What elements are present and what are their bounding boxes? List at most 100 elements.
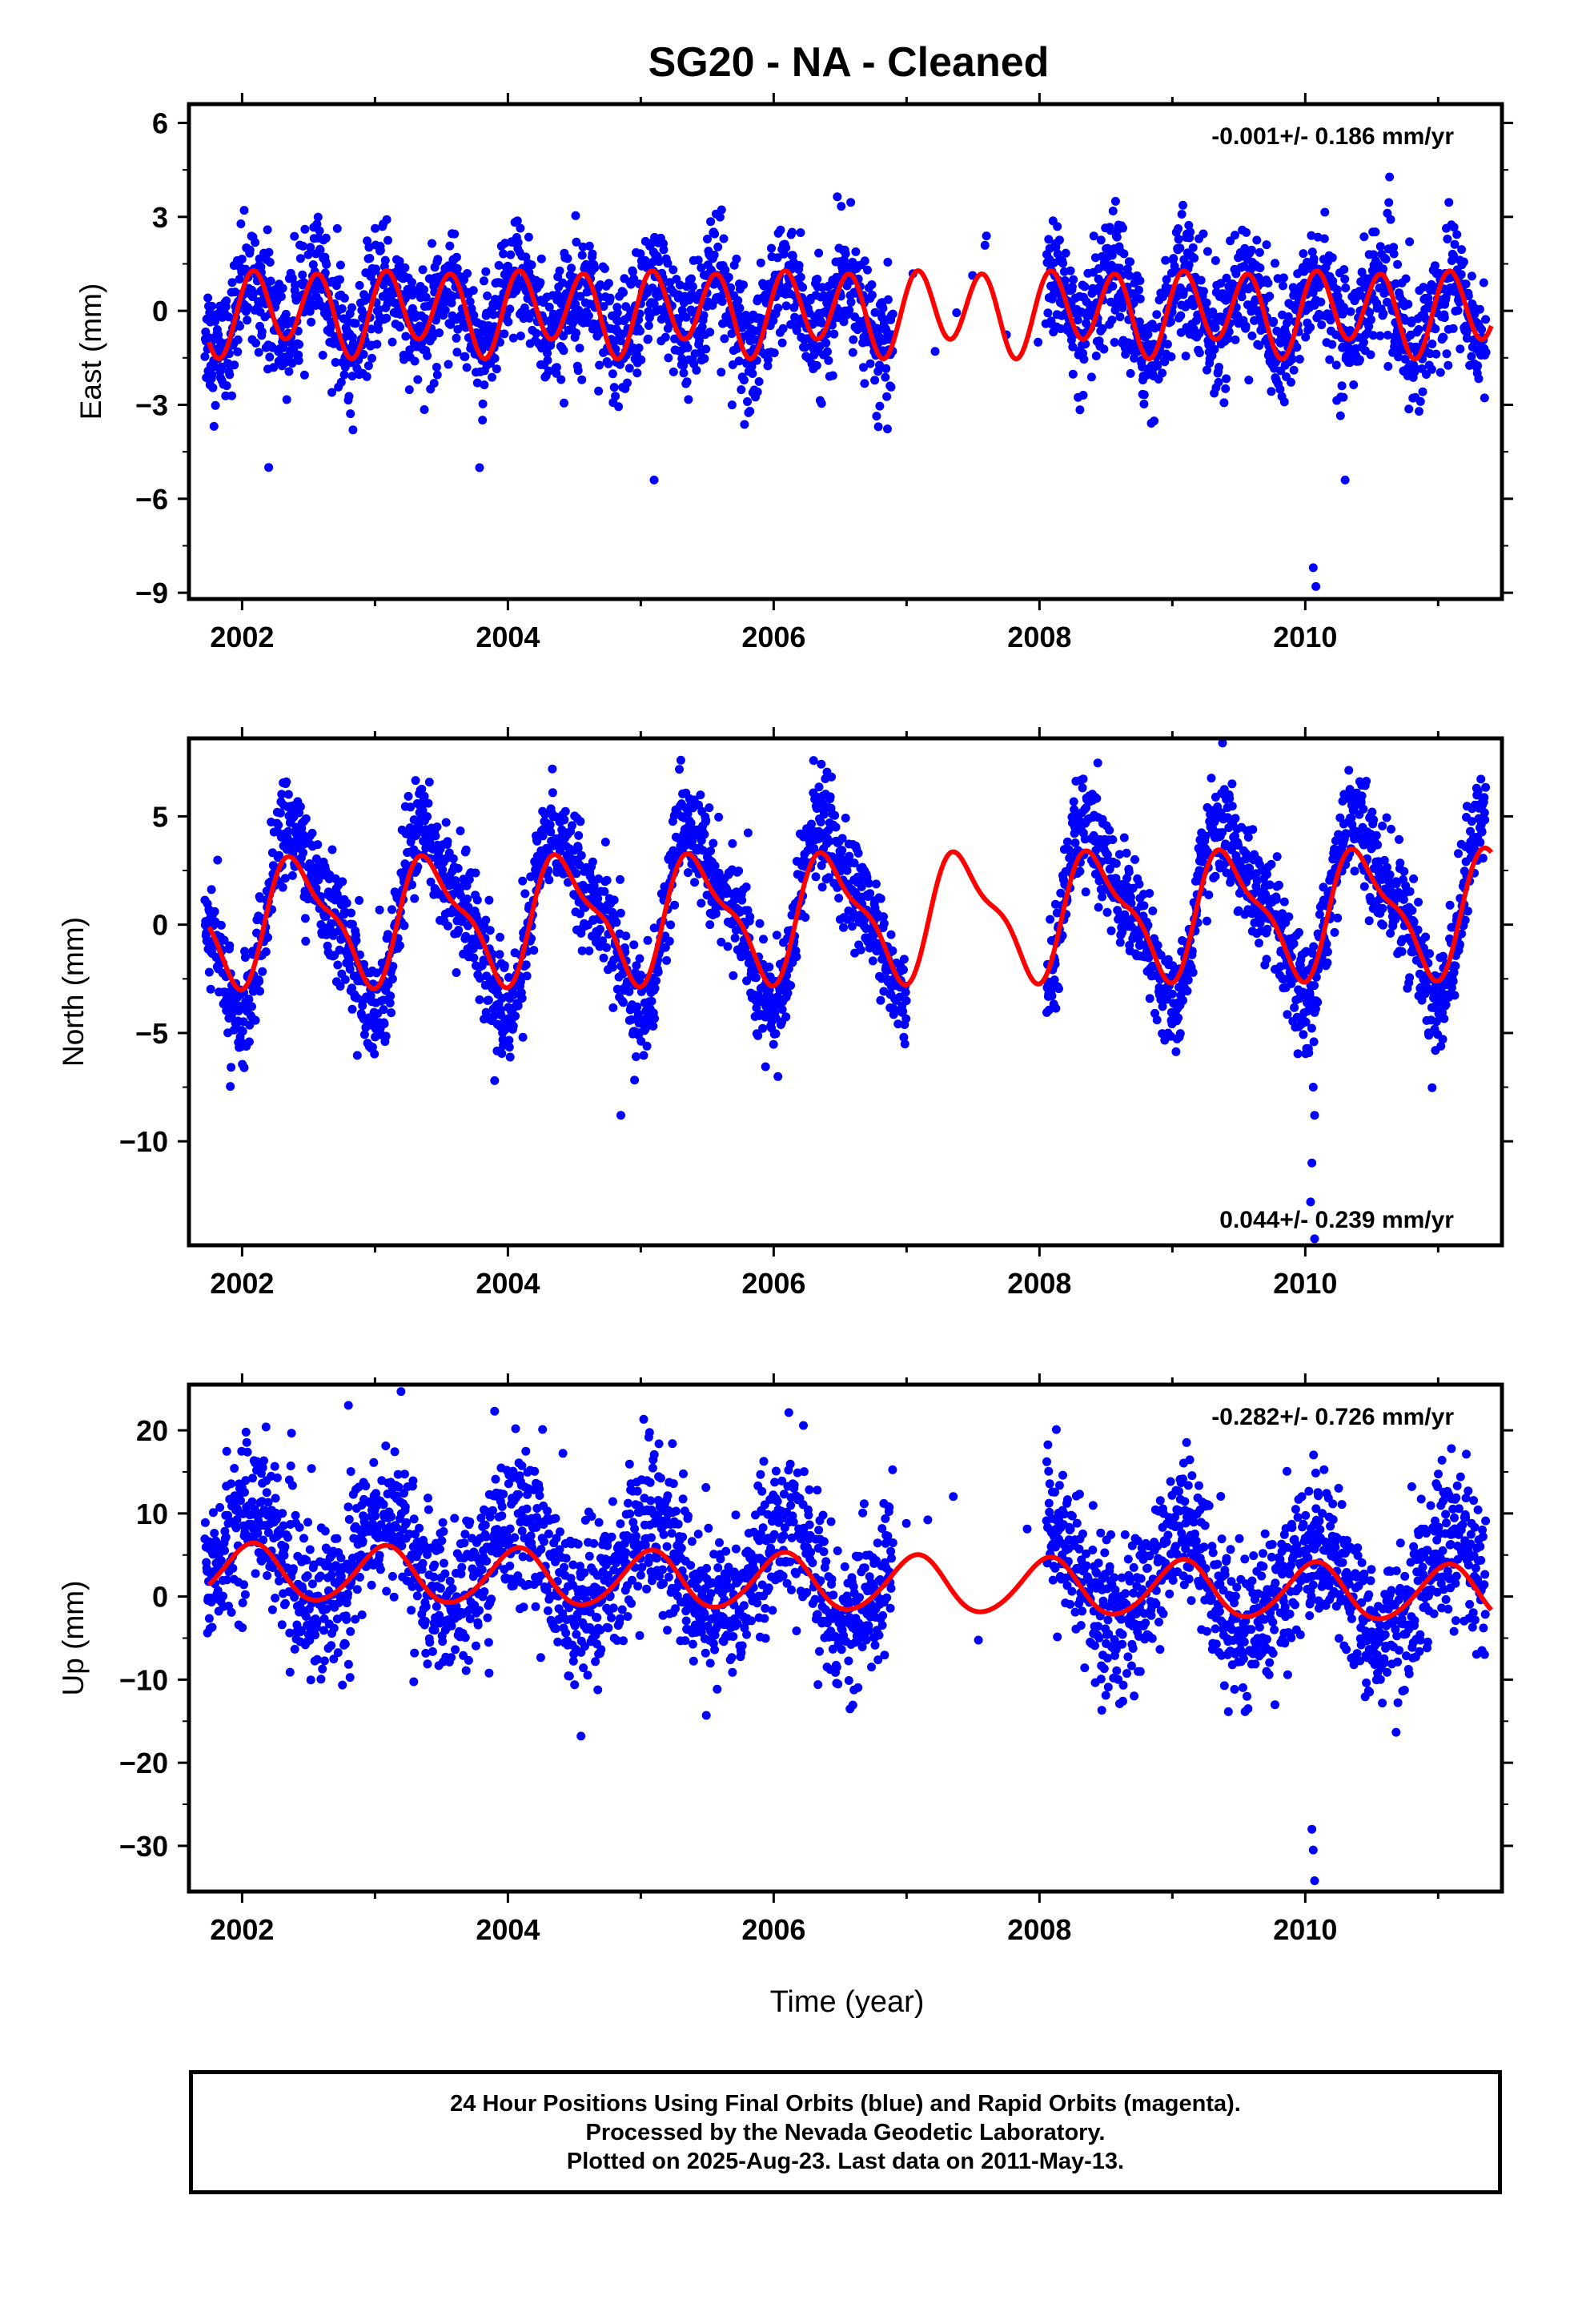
east-data-point <box>432 370 442 380</box>
east-data-point <box>1250 316 1259 325</box>
east-ytick-label: 6 <box>152 107 168 139</box>
east-data-point <box>413 375 423 384</box>
east-xtick-label: 2008 <box>1007 621 1071 653</box>
east-data-point <box>475 463 484 472</box>
north-data-point <box>670 900 680 910</box>
north-data-point <box>901 987 910 997</box>
north-data-point <box>817 883 827 892</box>
east-data-point <box>1279 273 1288 283</box>
east-data-point <box>624 364 634 373</box>
east-data-point <box>848 348 857 357</box>
north-data-point <box>1188 967 1198 977</box>
north-data-point <box>662 955 672 965</box>
east-data-point <box>697 263 706 272</box>
east-data-point <box>1389 249 1399 259</box>
east-data-point <box>588 249 597 259</box>
east-data-point <box>573 366 583 376</box>
north-data-point <box>560 806 570 816</box>
east-data-point <box>881 372 890 382</box>
east-data-point <box>1096 235 1106 245</box>
north-data-point <box>753 1031 763 1040</box>
east-data-point <box>1368 331 1378 340</box>
east-data-point <box>1265 292 1275 301</box>
east-data-point <box>336 377 346 387</box>
north-data-point <box>811 872 821 882</box>
north-data-point <box>1111 858 1121 868</box>
east-data-point <box>1252 235 1262 245</box>
north-data-point <box>837 846 847 855</box>
east-data-point <box>294 356 303 365</box>
east-data-point <box>230 360 239 370</box>
north-data-point <box>1171 1047 1181 1056</box>
north-data-point <box>608 1003 618 1012</box>
east-data-point <box>763 361 773 371</box>
east-xtick-label: 2002 <box>210 621 274 653</box>
east-data-point <box>1263 279 1273 287</box>
east-data-point <box>488 372 496 382</box>
east-data-point <box>1231 231 1239 240</box>
east-data-point <box>1411 364 1419 373</box>
east-data-point <box>321 233 331 243</box>
east-data-point <box>1393 259 1403 269</box>
east-data-point <box>254 348 263 357</box>
east-data-point <box>1166 317 1175 327</box>
north-data-point <box>602 943 612 952</box>
east-data-point <box>675 280 685 290</box>
east-data-point <box>735 304 745 313</box>
north-observations <box>200 738 1491 1244</box>
east-data-point <box>709 250 719 259</box>
east-data-point <box>558 278 568 287</box>
north-data-point <box>648 1021 658 1031</box>
north-data-point <box>709 838 718 848</box>
east-data-point <box>1134 285 1143 295</box>
north-data-point <box>300 914 310 923</box>
north-data-point <box>1075 866 1085 876</box>
east-data-point <box>619 287 628 297</box>
east-data-point <box>1431 324 1440 334</box>
east-data-point <box>578 242 588 251</box>
east-data-point <box>693 255 703 265</box>
north-data-point <box>1069 797 1078 806</box>
east-data-point <box>801 343 810 352</box>
east-data-point <box>290 231 299 241</box>
north-data-point <box>261 947 271 956</box>
north-data-point <box>400 921 409 931</box>
east-data-point <box>1359 338 1368 347</box>
east-data-point <box>1307 231 1316 240</box>
north-data-point <box>432 822 442 831</box>
east-data-point <box>367 353 376 363</box>
north-data-point <box>831 822 841 832</box>
east-outlier-point <box>264 463 274 472</box>
east-data-point <box>1078 391 1088 400</box>
east-data-point <box>1313 232 1323 242</box>
east-data-point <box>1090 253 1100 263</box>
east-data-point <box>299 370 309 380</box>
east-plot-frame <box>187 102 1504 601</box>
figure-title: SG20 - NA - Cleaned <box>648 39 1050 86</box>
north-data-point <box>635 954 644 963</box>
east-data-point <box>1210 344 1219 354</box>
east-data-point <box>1121 349 1130 359</box>
east-data-point <box>841 249 850 259</box>
east-data-point <box>295 340 304 349</box>
north-data-point <box>574 830 584 840</box>
east-data-point <box>851 247 861 256</box>
east-data-point <box>745 407 755 416</box>
east-data-point <box>886 382 896 392</box>
east-data-point <box>1340 275 1350 283</box>
north-data-point <box>517 994 527 1003</box>
east-data-point <box>1158 368 1167 378</box>
east-data-point <box>1349 380 1359 389</box>
north-data-point <box>616 875 624 884</box>
east-data-point <box>1139 390 1149 400</box>
east-data-point <box>669 367 678 376</box>
east-data-point <box>1419 283 1428 292</box>
north-data-point <box>636 971 645 980</box>
east-data-point <box>783 282 792 292</box>
north-data-point <box>705 920 715 930</box>
north-data-point <box>333 960 343 970</box>
east-data-point <box>1386 215 1395 224</box>
east-xtick-label: 2004 <box>476 621 540 653</box>
north-data-point <box>1106 926 1116 935</box>
east-data-point <box>1375 242 1385 251</box>
